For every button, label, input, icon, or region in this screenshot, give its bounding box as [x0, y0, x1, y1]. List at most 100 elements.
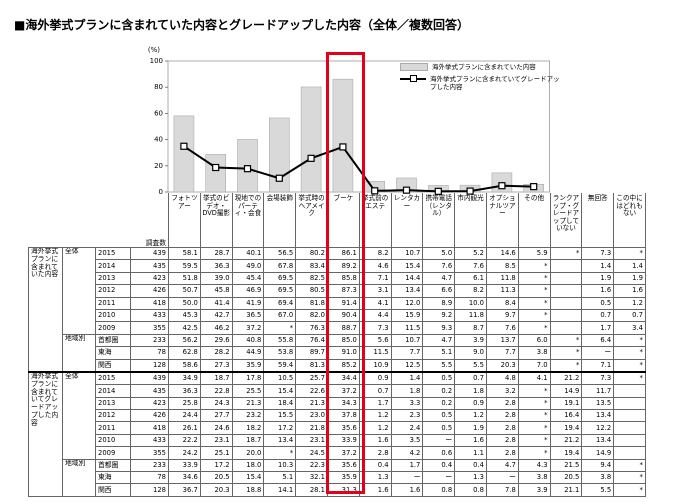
y-tick-label: 40 — [154, 136, 163, 144]
column-header: この中にはどれもない — [613, 193, 646, 248]
row-label: 2012 — [95, 284, 131, 298]
data-cell: 51.8 — [168, 271, 201, 286]
column-header: 現地でのパーティ・会食 — [231, 193, 265, 248]
data-cell: 13.7 — [485, 333, 519, 348]
data-cell: 89.7 — [295, 346, 328, 360]
data-cell: 11.5 — [390, 321, 424, 335]
data-cell: 11.8 — [454, 308, 487, 323]
data-cell — [613, 433, 646, 448]
data-cell: 22.6 — [295, 384, 328, 398]
row-label: 東海 — [95, 471, 131, 485]
data-cell: 13.4 — [390, 284, 424, 298]
table-row: 2009 355 24.2 25.1 20.0 * 24.5 37.2 2.8 4.2 0.6 1.1… — [29, 446, 646, 460]
data-cell: * — [517, 409, 551, 423]
data-cell: 4.7 — [422, 333, 456, 348]
data-cell: 11.5 — [358, 346, 392, 360]
count-cell: 128 — [130, 483, 169, 497]
data-cell: 35.9 — [231, 358, 265, 373]
row-label: 2015 — [95, 370, 131, 386]
count-cell: 355 — [130, 321, 169, 335]
bar — [173, 115, 195, 193]
data-cell: 0.2 — [422, 384, 456, 398]
data-cell: 1.9 — [454, 421, 487, 435]
data-cell: 13.5 — [581, 396, 615, 411]
data-cell: 50.0 — [168, 296, 201, 310]
data-cell: 2.8 — [485, 396, 519, 411]
data-cell: * — [263, 446, 297, 460]
column-header: 挙式のビデオ・DVD撮影 — [199, 193, 233, 248]
data-cell: 82.5 — [295, 271, 328, 286]
legend: 海外挙式プランに含まれていた内容 海外挙式プランに含まれていてグレードアップした内… — [400, 63, 560, 95]
data-cell: 5.5 — [454, 358, 487, 373]
y-axis-label: (%) — [148, 46, 160, 54]
data-cell: 46.2 — [199, 321, 233, 335]
count-cell: 439 — [130, 246, 169, 261]
column-header: ブーケ — [326, 193, 360, 248]
table-row: 2011 418 26.1 24.6 18.2 17.2 21.8 35.6 1.2 2.4 0.5… — [29, 421, 646, 435]
data-cell: * — [517, 259, 551, 273]
data-cell: 18.8 — [231, 483, 265, 497]
data-cell: 32.1 — [295, 471, 328, 485]
data-cell: 45.4 — [231, 271, 265, 286]
data-cell: 13.4 — [581, 409, 615, 423]
data-cell: * — [517, 433, 551, 448]
data-cell: 24.2 — [168, 446, 201, 460]
data-cell: 26.1 — [168, 421, 201, 435]
data-cell: 6.4 — [581, 333, 615, 348]
data-cell: 15.4 — [390, 259, 424, 273]
data-cell: 81.3 — [295, 358, 328, 373]
data-cell: 2.4 — [390, 421, 424, 435]
data-cell: * — [517, 308, 551, 323]
page-title: ■海外挙式プランに含まれていた内容とグレードアップした内容（全体／複数回答） — [14, 18, 469, 32]
data-cell: 24.6 — [199, 421, 233, 435]
data-cell: 20.0 — [231, 446, 265, 460]
marker — [307, 154, 315, 162]
data-cell: 11.7 — [581, 384, 615, 398]
data-cell: 3.9 — [517, 483, 551, 497]
data-cell: 4.1 — [517, 370, 551, 386]
row-label: 2011 — [95, 296, 131, 310]
data-cell: 53.8 — [263, 346, 297, 360]
data-cell: 0.4 — [454, 458, 487, 473]
data-cell: 59.4 — [263, 358, 297, 373]
table-row: 海外挙式プランに含まれていた内容 全体 2015 439 58.1 28.7 40.1 56.… — [28, 246, 646, 373]
data-cell: 10.9 — [358, 358, 392, 373]
data-cell: 88.7 — [326, 321, 360, 335]
data-cell: 5.1 — [263, 471, 297, 485]
column-header: 挙式前のエステ — [358, 193, 392, 248]
data-cell: 36.5 — [231, 308, 265, 323]
y-tick-label: 0 — [159, 188, 163, 196]
legend-item: 海外挙式プランに含まれていた内容 — [400, 63, 560, 71]
data-cell: 90.4 — [326, 308, 360, 323]
data-cell: 19.1 — [549, 396, 583, 411]
data-cell: * — [613, 333, 646, 348]
data-cell: * — [517, 384, 551, 398]
data-cell: 36.3 — [168, 384, 201, 398]
row-label: 関西 — [95, 483, 131, 497]
data-cell: 67.8 — [263, 259, 297, 273]
data-cell: 45.3 — [168, 308, 201, 323]
row-label: 2013 — [95, 271, 131, 286]
data-cell: 42.7 — [199, 308, 233, 323]
data-cell: 1.8 — [454, 384, 487, 398]
data-cell: 8.2 — [358, 246, 392, 261]
data-cell: 91.4 — [326, 296, 360, 310]
data-cell: 23.2 — [231, 409, 265, 423]
data-cell: 25.5 — [231, 384, 265, 398]
data-cell: 19.4 — [549, 421, 583, 435]
row-label: 首都圏 — [95, 333, 131, 348]
data-cell: 18.7 — [231, 433, 265, 448]
count-cell: 435 — [130, 259, 169, 273]
data-cell — [613, 421, 646, 435]
data-cell: 85.2 — [326, 358, 360, 373]
data-cell: 45.8 — [199, 284, 233, 298]
data-cell — [613, 396, 646, 411]
data-cell: 0.7 — [581, 308, 615, 323]
data-cell: 2.8 — [485, 421, 519, 435]
data-cell: ー — [422, 433, 456, 448]
data-cell: 10.5 — [263, 370, 297, 386]
data-cell: 20.3 — [199, 483, 233, 497]
data-cell: 1.2 — [358, 421, 392, 435]
data-cell: 37.2 — [326, 446, 360, 460]
data-cell: 36.7 — [168, 483, 201, 497]
